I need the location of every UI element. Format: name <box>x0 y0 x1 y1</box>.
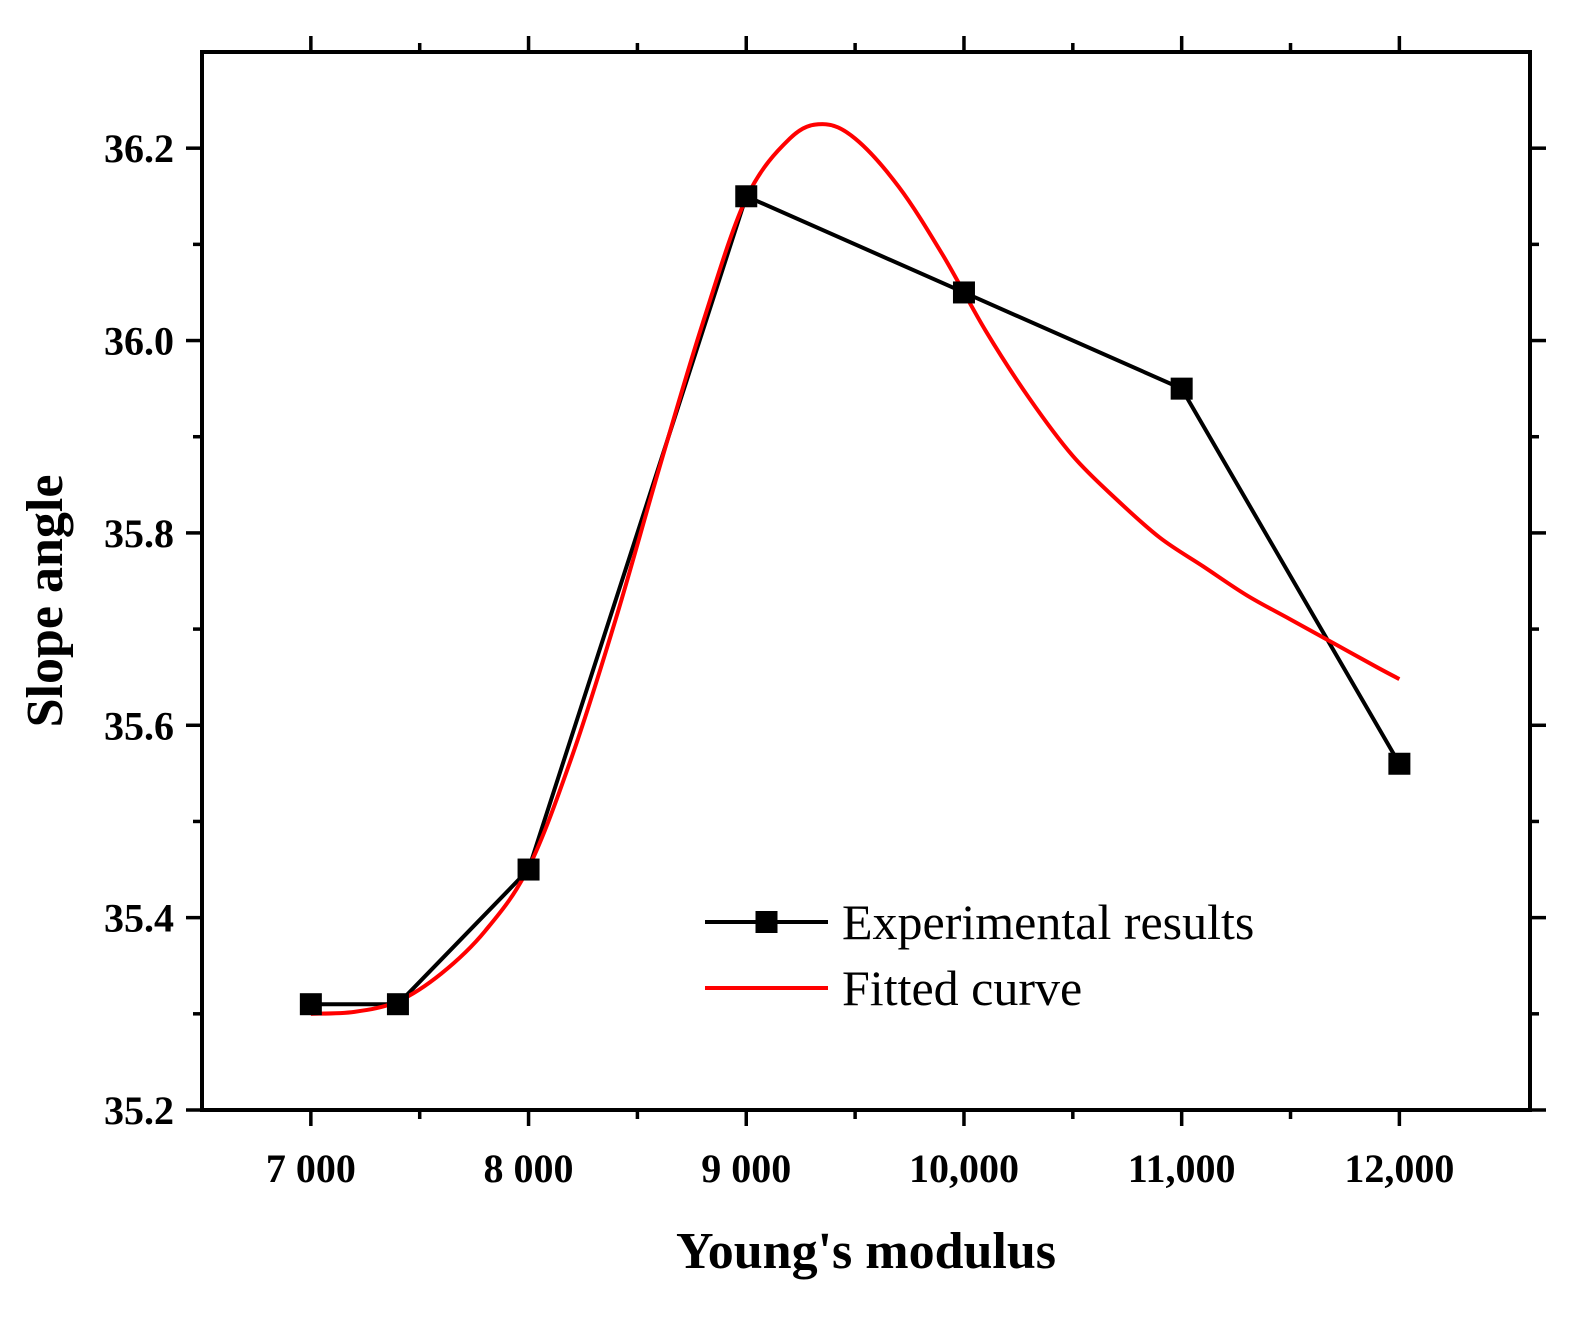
axes-group <box>200 50 1532 1112</box>
data-point-experimental <box>386 993 409 1016</box>
y-tick-label: 35.8 <box>104 511 174 556</box>
legend-label-experimental: Experimental results <box>842 894 1254 950</box>
y-tick-label: 35.6 <box>104 703 174 748</box>
data-point-experimental <box>735 185 758 208</box>
x-tick-label: 11,000 <box>1128 1146 1236 1191</box>
data-point-experimental <box>952 281 975 304</box>
series-line-fitted-curve <box>310 122 1401 1016</box>
legend-swatch-experimental-marker <box>755 911 778 933</box>
x-tick-label: 8 000 <box>484 1146 574 1191</box>
series-line-experimental <box>310 194 1402 1007</box>
x-axis-title: Young's modulus <box>676 1223 1056 1280</box>
x-tick-label: 10,000 <box>909 1146 1019 1191</box>
y-tick-label: 35.2 <box>104 1088 174 1133</box>
plot-frame <box>200 50 1532 1112</box>
y-tick-label: 35.4 <box>104 896 174 941</box>
y-axis-title: Slope angle <box>17 475 74 728</box>
data-point-experimental <box>1170 377 1193 400</box>
y-tick-label: 36.0 <box>104 319 174 364</box>
ticks-group: 7 000 8 000 9 000 10,000 11,000 12,000 35.2 35.… <box>104 36 1546 1191</box>
data-point-experimental <box>299 993 322 1016</box>
series-group <box>299 122 1411 1016</box>
x-tick-label: 12,000 <box>1344 1146 1454 1191</box>
data-point-experimental <box>1388 752 1411 775</box>
legend: Experimental results Fitted curve <box>705 894 1254 1016</box>
x-tick-label: 7 000 <box>266 1146 356 1191</box>
legend-label-fitted: Fitted curve <box>842 960 1082 1016</box>
y-tick-label: 36.2 <box>104 126 174 171</box>
data-point-experimental <box>517 858 540 881</box>
x-tick-label: 9 000 <box>701 1146 791 1191</box>
